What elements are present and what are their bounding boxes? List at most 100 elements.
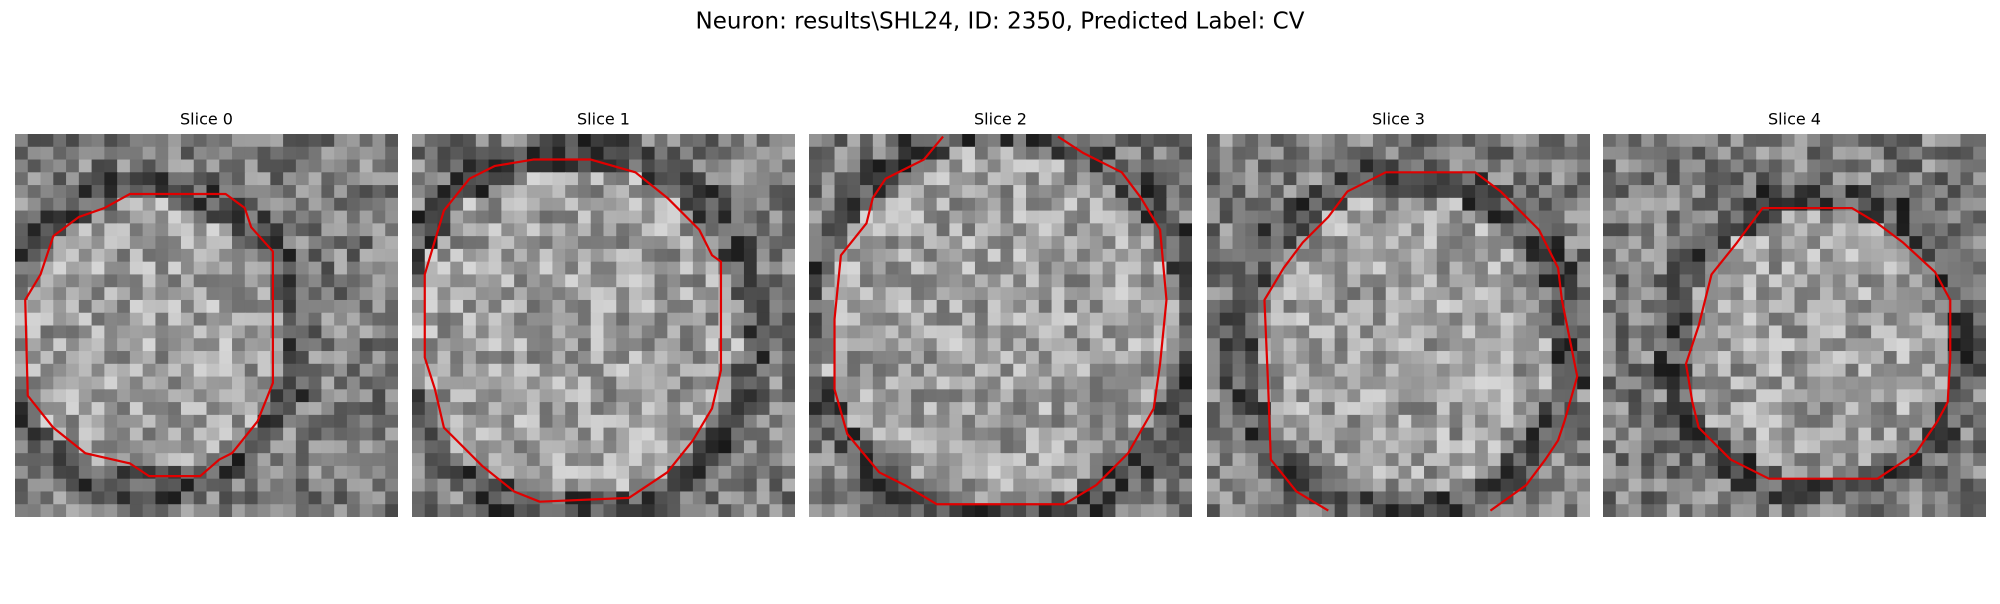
pixel xyxy=(718,402,732,416)
pixel xyxy=(974,440,989,454)
pixel xyxy=(821,172,836,186)
pixel xyxy=(295,440,310,454)
pixel xyxy=(1628,414,1642,429)
pixel xyxy=(424,414,439,429)
pixel xyxy=(974,402,989,416)
pixel xyxy=(372,172,386,186)
pixel xyxy=(1973,478,1986,493)
pixel xyxy=(1140,248,1155,263)
pixel xyxy=(359,414,374,429)
pixel xyxy=(1385,325,1400,339)
pixel xyxy=(1207,504,1221,517)
pixel xyxy=(475,363,490,378)
pixel xyxy=(1283,376,1298,390)
pixel xyxy=(1500,185,1515,199)
pixel xyxy=(1487,223,1502,237)
pixel xyxy=(1973,325,1986,339)
pixel xyxy=(117,376,131,390)
pixel xyxy=(321,159,335,173)
pixel xyxy=(1296,363,1310,378)
pixel xyxy=(1000,325,1014,339)
pixel xyxy=(1000,414,1014,429)
pixel xyxy=(718,146,732,161)
pixel xyxy=(1973,504,1986,517)
pixel xyxy=(616,146,630,161)
pixel xyxy=(1526,210,1540,225)
pixel xyxy=(27,210,42,225)
pixel xyxy=(514,146,528,161)
pixel xyxy=(501,504,515,517)
pixel xyxy=(1717,504,1732,517)
pixel xyxy=(629,325,643,339)
pixel xyxy=(654,465,668,480)
pixel xyxy=(78,389,93,403)
pixel xyxy=(1179,236,1192,250)
pixel xyxy=(104,172,118,186)
pixel xyxy=(463,376,477,390)
pixel xyxy=(1717,159,1732,173)
contour xyxy=(1264,172,1577,510)
pixel xyxy=(180,338,195,352)
pixel xyxy=(1947,389,1962,403)
pixel xyxy=(1730,325,1745,339)
pixel xyxy=(1128,363,1142,378)
pixel xyxy=(1500,325,1515,339)
pixel xyxy=(949,402,963,416)
pixel xyxy=(1424,172,1438,186)
pixel xyxy=(1219,376,1234,390)
pixel xyxy=(1128,172,1142,186)
pixel xyxy=(616,172,630,186)
pixel xyxy=(872,325,887,339)
pixel xyxy=(898,274,912,288)
pixel xyxy=(1794,134,1808,148)
pixel xyxy=(1730,351,1745,365)
pixel xyxy=(1321,414,1336,429)
pixel xyxy=(1781,210,1796,225)
pixel xyxy=(385,453,398,467)
pixel xyxy=(1013,453,1027,467)
pixel xyxy=(1922,453,1936,467)
pixel xyxy=(1334,465,1349,480)
pixel xyxy=(756,389,771,403)
pixel xyxy=(1500,427,1515,442)
pixel xyxy=(424,172,439,186)
pixel xyxy=(78,465,93,480)
pixel xyxy=(1947,210,1962,225)
pixel xyxy=(1538,414,1553,429)
pixel xyxy=(1832,261,1847,276)
pixel xyxy=(475,478,490,493)
pixel xyxy=(526,465,541,480)
pixel xyxy=(1411,465,1425,480)
pixel xyxy=(1475,325,1489,339)
pixel xyxy=(1347,185,1361,199)
pixel xyxy=(193,159,208,173)
pixel xyxy=(27,261,42,276)
pixel xyxy=(27,134,42,148)
pixel xyxy=(1717,287,1732,301)
pixel xyxy=(129,261,144,276)
pixel xyxy=(629,146,643,161)
pixel xyxy=(1258,491,1272,505)
pixel xyxy=(1794,504,1808,517)
pixel xyxy=(629,134,643,148)
pixel xyxy=(1603,185,1617,199)
pixel xyxy=(180,440,195,454)
pixel xyxy=(1283,159,1298,173)
pixel xyxy=(1140,389,1155,403)
pixel xyxy=(1051,376,1065,390)
pixel xyxy=(629,287,643,301)
pixel xyxy=(1577,134,1590,148)
pixel xyxy=(475,491,490,505)
pixel xyxy=(155,325,169,339)
pixel xyxy=(27,172,42,186)
pixel xyxy=(1960,210,1974,225)
pixel xyxy=(1871,287,1885,301)
pixel xyxy=(1717,351,1732,365)
pixel xyxy=(308,427,323,442)
pixel xyxy=(283,248,297,263)
pixel xyxy=(1089,338,1104,352)
pixel xyxy=(1232,427,1246,442)
pixel xyxy=(155,351,169,365)
pixel xyxy=(232,146,246,161)
